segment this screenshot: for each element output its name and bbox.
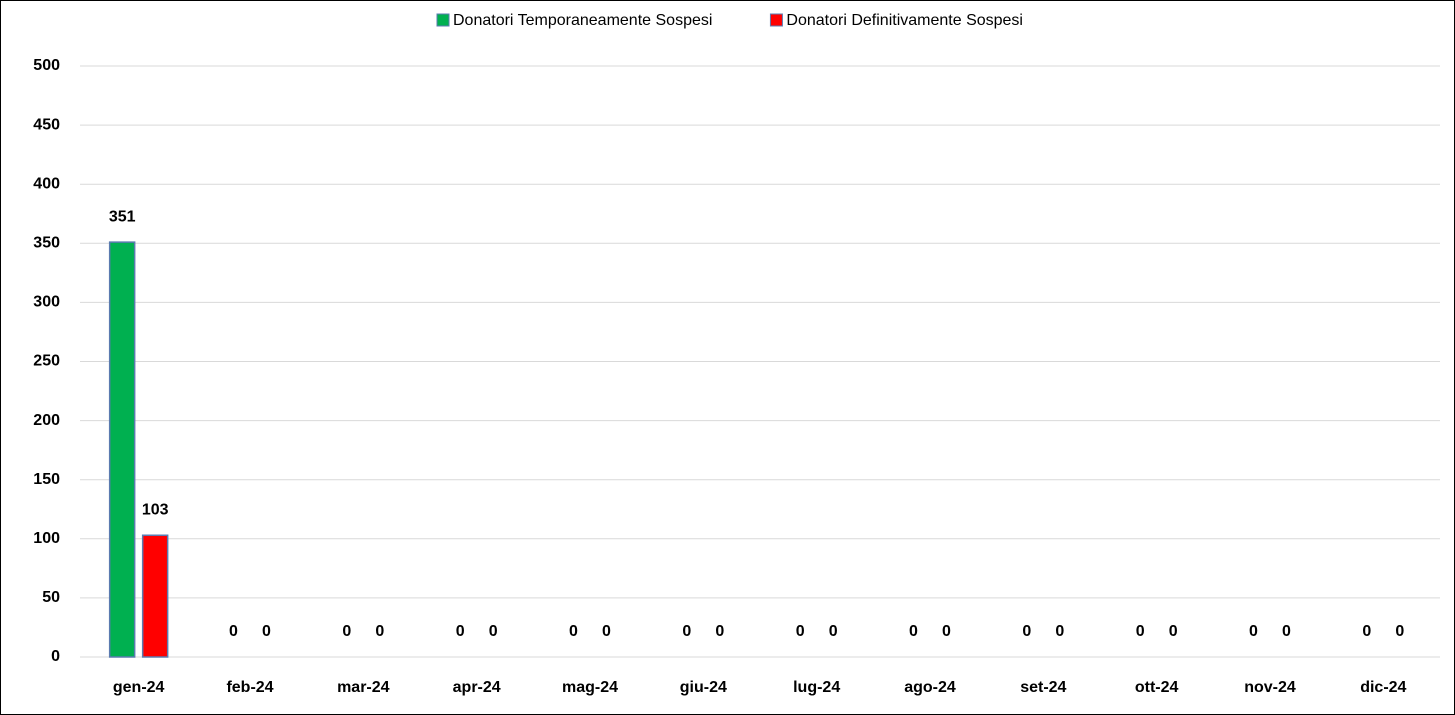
value-label: 0	[1395, 623, 1404, 640]
value-label: 103	[142, 501, 169, 518]
value-label: 0	[796, 623, 805, 640]
legend-label: Donatori Temporaneamente Sospesi	[453, 12, 712, 29]
y-tick-label: 250	[33, 353, 60, 370]
x-tick-label: ott-24	[1135, 679, 1179, 696]
value-label: 0	[375, 623, 384, 640]
x-tick-label: gen-24	[113, 679, 165, 696]
legend-swatch	[436, 13, 450, 27]
y-tick-label: 300	[33, 294, 60, 311]
y-tick-label: 100	[33, 530, 60, 547]
value-label: 0	[602, 623, 611, 640]
x-tick-label: set-24	[1020, 679, 1066, 696]
value-label: 0	[229, 623, 238, 640]
x-tick-label: lug-24	[793, 679, 840, 696]
x-tick-label: mag-24	[562, 679, 618, 696]
y-tick-label: 450	[33, 116, 60, 133]
value-label: 0	[1055, 623, 1064, 640]
value-label: 0	[1022, 623, 1031, 640]
y-tick-label: 500	[33, 57, 60, 74]
value-label: 0	[1249, 623, 1258, 640]
x-tick-label: dic-24	[1360, 679, 1406, 696]
bar	[141, 534, 169, 658]
value-label: 0	[489, 623, 498, 640]
value-label: 0	[829, 623, 838, 640]
y-tick-label: 400	[33, 175, 60, 192]
value-label: 0	[1136, 623, 1145, 640]
x-tick-label: nov-24	[1244, 679, 1296, 696]
x-tick-label: apr-24	[453, 679, 501, 696]
value-label: 351	[109, 208, 136, 225]
value-label: 0	[682, 623, 691, 640]
value-label: 0	[1362, 623, 1371, 640]
y-tick-label: 0	[51, 648, 60, 665]
value-label: 0	[1169, 623, 1178, 640]
y-tick-label: 150	[33, 471, 60, 488]
x-tick-label: ago-24	[904, 679, 956, 696]
legend-label: Donatori Definitivamente Sospesi	[786, 12, 1023, 29]
value-label: 0	[262, 623, 271, 640]
x-tick-label: mar-24	[337, 679, 390, 696]
value-label: 0	[715, 623, 724, 640]
value-label: 0	[456, 623, 465, 640]
bar	[108, 241, 136, 658]
value-label: 0	[942, 623, 951, 640]
value-label: 0	[342, 623, 351, 640]
x-tick-label: giu-24	[680, 679, 727, 696]
y-tick-label: 200	[33, 412, 60, 429]
value-label: 0	[1282, 623, 1291, 640]
value-label: 0	[909, 623, 918, 640]
value-label: 0	[569, 623, 578, 640]
y-tick-label: 50	[42, 589, 60, 606]
x-tick-label: feb-24	[226, 679, 273, 696]
y-tick-label: 350	[33, 235, 60, 252]
legend-swatch	[769, 13, 783, 27]
